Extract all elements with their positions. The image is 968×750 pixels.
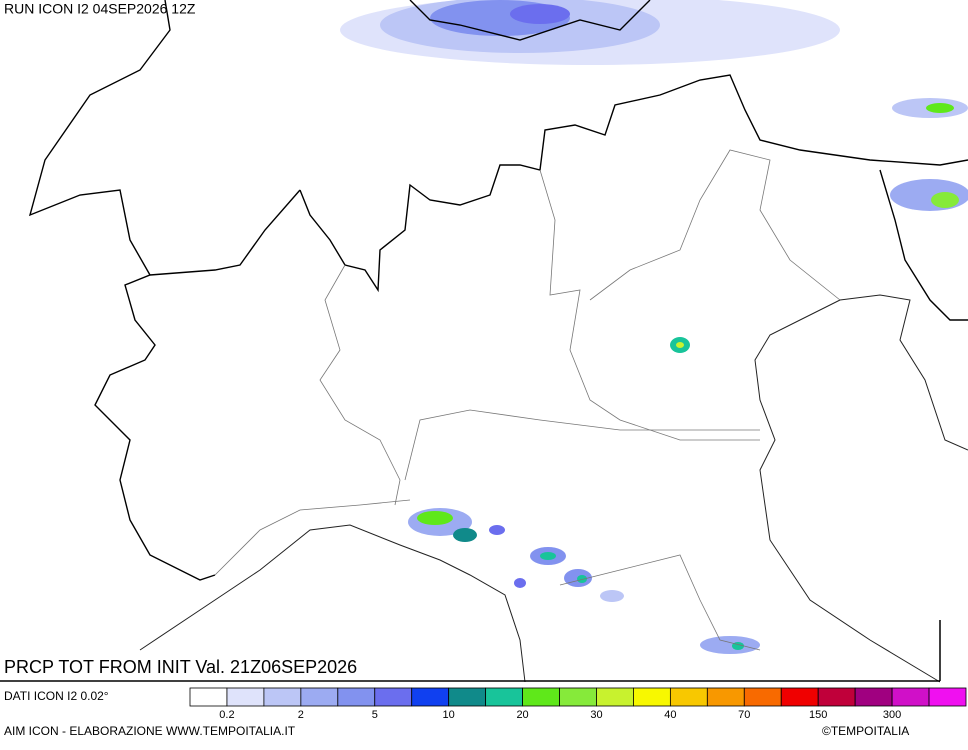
data-source: DATI ICON I2 0.02° bbox=[4, 689, 109, 703]
precip-area bbox=[489, 525, 505, 535]
color-legend: 0.2 2 5 10 20 30 40 70 150 300 bbox=[189, 687, 967, 721]
legend-swatch bbox=[522, 687, 560, 707]
precip-area bbox=[514, 578, 526, 588]
national-border bbox=[879, 169, 968, 321]
legend-label: 300 bbox=[883, 709, 901, 721]
region-border bbox=[404, 409, 760, 481]
map: RUN ICON I2 04SEP2026 12Z bbox=[0, 0, 968, 683]
region-border bbox=[559, 554, 761, 651]
legend-swatch bbox=[817, 687, 856, 707]
legend-swatch bbox=[374, 687, 413, 707]
legend-swatch bbox=[780, 687, 819, 707]
legend-swatch bbox=[300, 687, 339, 707]
national-border bbox=[94, 189, 301, 581]
legend-swatch bbox=[448, 687, 487, 707]
legend-label: 150 bbox=[809, 709, 827, 721]
legend-label: 30 bbox=[590, 709, 602, 721]
precip-area bbox=[540, 552, 556, 560]
legend-swatch bbox=[559, 687, 597, 707]
legend-swatch bbox=[743, 687, 782, 707]
coastline bbox=[139, 524, 526, 683]
legend-label: 40 bbox=[664, 709, 676, 721]
coastline bbox=[754, 299, 941, 683]
precipitation bbox=[340, 0, 968, 654]
legend-label: 20 bbox=[516, 709, 528, 721]
legend-label: 70 bbox=[738, 709, 750, 721]
precip-area bbox=[931, 192, 959, 208]
legend-swatch bbox=[633, 687, 671, 707]
region-border bbox=[214, 499, 411, 576]
region-border bbox=[589, 149, 841, 301]
credit: AIM ICON - ELABORAZIONE WWW.TEMPOITALIA.… bbox=[4, 724, 296, 738]
legend-swatch bbox=[485, 687, 523, 707]
legend-label: 0.2 bbox=[219, 709, 234, 721]
legend-swatch bbox=[189, 687, 228, 707]
national-border bbox=[409, 0, 651, 41]
legend-label: 5 bbox=[372, 709, 378, 721]
national-border bbox=[299, 74, 968, 293]
precip-area bbox=[700, 636, 760, 654]
region-border bbox=[319, 264, 401, 506]
precip-area bbox=[926, 103, 954, 113]
precip-area bbox=[577, 575, 587, 583]
legend-swatch bbox=[411, 687, 450, 707]
national-border bbox=[28, 0, 171, 276]
legend-swatch bbox=[596, 687, 634, 707]
copyright: ©TEMPOITALIA bbox=[822, 724, 909, 738]
legend-swatch bbox=[669, 687, 708, 707]
precip-area bbox=[890, 179, 968, 211]
precip-area bbox=[510, 4, 570, 24]
coastline bbox=[839, 294, 968, 451]
legend-swatch bbox=[854, 687, 893, 707]
legend-label: 10 bbox=[443, 709, 455, 721]
legend-label: 2 bbox=[298, 709, 304, 721]
legend-swatch bbox=[226, 687, 265, 707]
precip-area bbox=[453, 528, 477, 542]
legend-swatch bbox=[928, 687, 967, 707]
precip-area bbox=[417, 511, 453, 525]
region-border bbox=[539, 169, 760, 441]
precip-area bbox=[600, 590, 624, 602]
legend-swatch bbox=[263, 687, 302, 707]
legend-swatch bbox=[337, 687, 376, 707]
legend-swatch bbox=[706, 687, 745, 707]
precip-area bbox=[676, 342, 684, 348]
run-label: RUN ICON I2 04SEP2026 12Z bbox=[4, 1, 196, 17]
product-title: PRCP TOT FROM INIT Val. 21Z06SEP2026 bbox=[4, 657, 357, 677]
legend-swatch bbox=[891, 687, 930, 707]
map-background bbox=[0, 0, 968, 682]
